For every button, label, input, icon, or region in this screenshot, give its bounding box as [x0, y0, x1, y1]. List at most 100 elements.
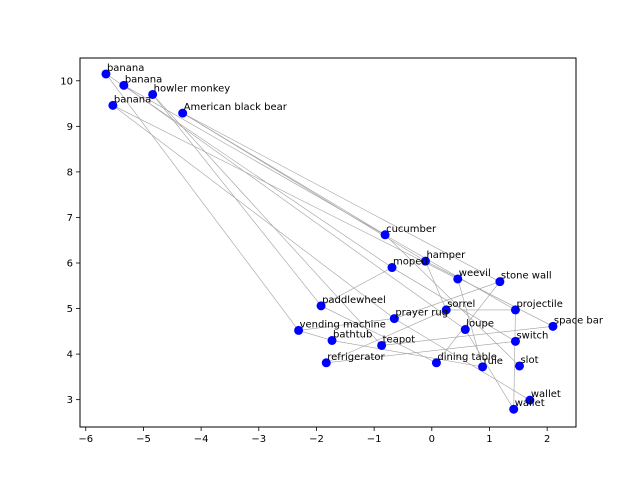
y-axis: 3 4 5 6 7 8 9 10 [60, 76, 80, 406]
edge-line [391, 267, 516, 342]
data-point [420, 256, 430, 266]
point-label: switch [516, 330, 548, 341]
edge-line [425, 260, 554, 327]
point-label: loupe [466, 319, 494, 330]
edge-line [513, 309, 516, 410]
data-point [389, 314, 399, 324]
point-label: wallet [531, 389, 561, 400]
data-point [431, 358, 441, 368]
point-label: banana [114, 94, 151, 105]
point-label: cucumber [386, 224, 437, 235]
data-point [514, 361, 524, 371]
edge-line [394, 281, 500, 319]
point-label: weevil [459, 268, 491, 279]
x-tick-label: 1 [486, 434, 492, 445]
point-label: projectile [516, 299, 562, 310]
edge-line [457, 278, 483, 367]
data-point [377, 340, 387, 350]
edge-line [112, 105, 395, 319]
edge-line [326, 341, 516, 364]
point-label: refrigerator [327, 352, 385, 363]
y-tick-label: 6 [67, 259, 73, 270]
data-point [316, 301, 326, 311]
point-label: slot [520, 355, 538, 366]
point-label: howler monkey [154, 83, 231, 94]
data-point [509, 404, 519, 414]
edge-line [105, 73, 393, 268]
data-point [453, 274, 463, 284]
edge-line [152, 94, 322, 307]
edges-layer [105, 73, 554, 410]
data-point [510, 305, 520, 315]
data-point [510, 336, 520, 346]
edge-line [326, 309, 447, 364]
data-point [321, 358, 331, 368]
edge-line [298, 318, 395, 331]
y-tick-label: 8 [67, 167, 73, 178]
edge-line [320, 267, 393, 307]
data-point [380, 230, 390, 240]
y-tick-label: 7 [67, 213, 73, 224]
data-point [108, 100, 118, 110]
point-label: stone wall [501, 271, 552, 282]
edge-line [105, 73, 299, 331]
data-point [441, 305, 451, 315]
data-point [478, 362, 488, 372]
data-point [148, 89, 158, 99]
x-tick-label: −2 [309, 434, 324, 445]
point-label: hamper [426, 250, 466, 261]
point-label: sorrel [447, 299, 475, 310]
y-tick-label: 5 [67, 304, 73, 315]
point-label: dining table [437, 352, 496, 363]
edge-line [298, 330, 333, 341]
points-layer [101, 69, 558, 414]
edge-line [152, 94, 382, 346]
data-point [327, 335, 337, 345]
point-label: prayer rug [395, 308, 448, 319]
edge-line [182, 112, 501, 282]
point-label: banana [125, 74, 162, 85]
x-tick-label: −4 [194, 434, 209, 445]
y-tick-label: 10 [60, 76, 73, 87]
point-label: teapot [383, 334, 416, 345]
x-tick-label: −6 [78, 434, 93, 445]
y-tick-label: 4 [67, 350, 73, 361]
y-tick-label: 9 [67, 122, 73, 133]
edge-line [381, 326, 553, 346]
x-tick-label: −1 [367, 434, 382, 445]
x-tick-label: 0 [429, 434, 435, 445]
data-point [548, 321, 558, 331]
data-point [460, 325, 470, 335]
edge-line [123, 85, 466, 330]
point-label: rule [484, 356, 503, 367]
y-tick-label: 3 [67, 395, 73, 406]
edge-line [112, 105, 458, 280]
data-point [495, 277, 505, 287]
data-point [387, 263, 397, 273]
edge-line [384, 234, 520, 367]
data-point [294, 325, 304, 335]
edge-line [123, 85, 516, 311]
edge-line [394, 318, 531, 401]
data-point [178, 108, 188, 118]
point-label: moped [393, 257, 428, 268]
point-label: bathtub [333, 329, 372, 340]
x-tick-label: 2 [544, 434, 550, 445]
x-tick-label: −3 [251, 434, 266, 445]
point-label: space bar [554, 315, 604, 326]
point-label: banana [107, 63, 144, 74]
x-tick-label: −5 [136, 434, 151, 445]
x-axis: −6 −5 −4 −3 −2 −1 0 1 2 [78, 427, 550, 445]
data-point [525, 395, 535, 405]
point-label: wallet [515, 398, 545, 409]
point-label: American black bear [184, 102, 288, 113]
data-point [119, 80, 129, 90]
point-label: paddlewheel [322, 295, 386, 306]
edge-line [465, 329, 514, 410]
point-label: vending machine [300, 319, 386, 330]
data-point [101, 69, 111, 79]
edge-line [320, 305, 437, 364]
plot-area-frame [79, 57, 577, 428]
